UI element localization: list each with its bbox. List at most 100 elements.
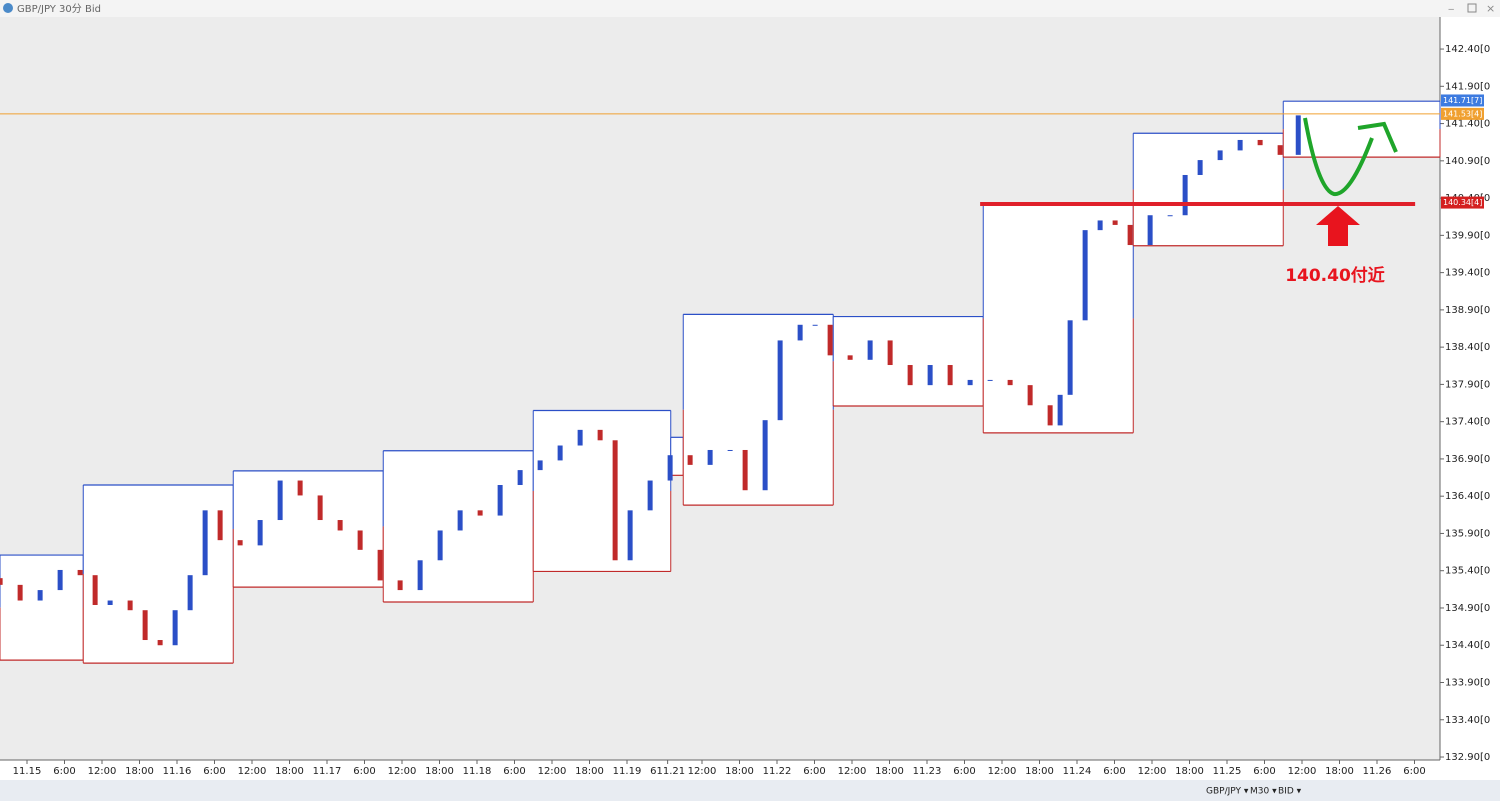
y-tick-label: 139.90[0 [1445,230,1490,241]
price-tag [1441,107,1484,120]
overlay [1303,117,1398,246]
y-tick-label: 140.90[0 [1445,156,1490,167]
x-tick-label: 18:00 [575,766,604,777]
price-tag [1441,94,1484,107]
candle-body [92,575,98,605]
x-tick-label: 12:00 [1138,766,1167,777]
candle-body [847,355,853,360]
time-axis [0,760,1500,780]
x-tick-label: 6:00 [1403,766,1425,777]
candle-body [762,420,768,491]
candle-body [1197,160,1203,175]
candle-body [17,584,23,601]
candle-body [1127,224,1133,246]
candle-body [297,480,303,496]
y-tick-label: 136.40[0 [1445,491,1490,502]
x-tick-label: 11.24 [1063,766,1092,777]
x-tick-label: 18:00 [275,766,304,777]
x-tick-label: 11.23 [913,766,942,777]
x-tick-label: 12:00 [388,766,417,777]
x-tick-label: 11.16 [163,766,192,777]
candle-body [1217,150,1223,161]
y-tick-label: 135.40[0 [1445,566,1490,577]
y-tick-label: 135.90[0 [1445,528,1490,539]
x-tick-label: 6:00 [353,766,375,777]
x-tick-label: 11.15 [13,766,42,777]
candle-body [1067,320,1073,395]
candle-body [797,324,803,341]
candle-body [867,340,873,360]
candle-body [1147,215,1153,246]
candle-body [1112,220,1118,225]
candle-body [257,520,263,546]
candle-body [1097,220,1103,231]
candle-body [317,495,323,521]
candle-body [597,429,603,441]
toolbar-dropdown[interactable]: GBP/JPY ▾ [1206,787,1249,797]
price-tag-label: 140.34[4] [1443,198,1482,207]
candle-body [187,575,193,611]
x-tick-label: 12:00 [988,766,1017,777]
y-tick-label: 139.40[0 [1445,268,1490,279]
window-title: GBP/JPY 30分 Bid [17,3,101,15]
x-tick-label: 11.19 [613,766,642,777]
x-tick-label: 11.18 [463,766,492,777]
x-tick-label: 12:00 [538,766,567,777]
y-tick-label: 141.90[0 [1445,81,1490,92]
x-tick-label: 12:00 [838,766,867,777]
candle-body [107,600,113,605]
candle-body [277,480,283,521]
candle-body [1295,115,1301,155]
x-tick-label: 12:00 [688,766,717,777]
candle-body [37,590,43,601]
candle-body [397,580,403,591]
candle-body [497,485,503,516]
minimize-button[interactable]: ‒ [1448,4,1454,15]
support-arrow [1316,206,1360,246]
x-tick-label: 12:00 [1288,766,1317,777]
y-tick-label: 132.90[0 [1445,752,1490,763]
x-tick-label: 18:00 [875,766,904,777]
range-box [983,204,1134,433]
candle-body [357,530,363,550]
title-bar [0,0,1500,17]
candle-body [1007,379,1013,386]
x-tick-label: 11.25 [1213,766,1242,777]
candle-body [827,324,833,356]
x-tick-label: 6:00 [503,766,525,777]
range-box [0,555,84,661]
close-button[interactable]: × [1486,2,1495,15]
maximize-button[interactable] [1467,3,1477,13]
toolbar-dropdown[interactable]: BID ▾ [1278,787,1302,797]
y-tick-label: 137.40[0 [1445,417,1490,428]
range-box [233,470,384,588]
x-tick-label: 11.26 [1363,766,1392,777]
candle-body [987,379,993,381]
range-box [683,314,834,506]
y-tick-label: 136.90[0 [1445,454,1490,465]
candle-body [907,365,913,386]
x-tick-label: 6:00 [1253,766,1275,777]
candle-body [157,640,163,646]
candle-body [127,600,133,611]
x-tick-label: 6:00 [803,766,825,777]
toolbar-dropdown[interactable]: M30 ▾ [1250,787,1277,797]
x-tick-label: 18:00 [1025,766,1054,777]
candle-body [537,460,543,471]
candle-body [1057,394,1063,426]
candle-body [927,365,933,386]
y-tick-label: 137.90[0 [1445,379,1490,390]
candle-body [172,610,178,646]
x-tick-label: 6:00 [1103,766,1125,777]
candle-body [947,365,953,386]
candle-body [77,569,83,576]
candle-body [967,379,973,386]
candle-body [457,510,463,531]
y-tick-label: 134.90[0 [1445,603,1490,614]
candle-body [777,340,783,421]
candle-body [1082,230,1088,321]
x-tick-label: 18:00 [1325,766,1354,777]
candle-body [577,429,583,446]
annotation: 140.40付近 [1285,265,1385,286]
x-tick-label: 6:00 [203,766,225,777]
